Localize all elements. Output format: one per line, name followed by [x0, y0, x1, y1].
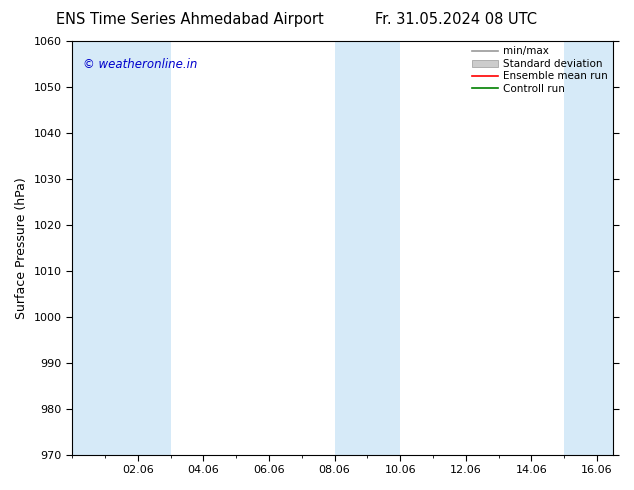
Bar	[335, 41, 400, 455]
Bar	[564, 41, 614, 455]
Bar	[105, 41, 171, 455]
Legend: min/max, Standard deviation, Ensemble mean run, Controll run: min/max, Standard deviation, Ensemble me…	[472, 46, 608, 94]
Text: © weatheronline.in: © weatheronline.in	[83, 58, 197, 71]
Y-axis label: Surface Pressure (hPa): Surface Pressure (hPa)	[15, 177, 28, 318]
Text: ENS Time Series Ahmedabad Airport: ENS Time Series Ahmedabad Airport	[56, 12, 324, 27]
Bar	[72, 41, 105, 455]
Text: Fr. 31.05.2024 08 UTC: Fr. 31.05.2024 08 UTC	[375, 12, 538, 27]
